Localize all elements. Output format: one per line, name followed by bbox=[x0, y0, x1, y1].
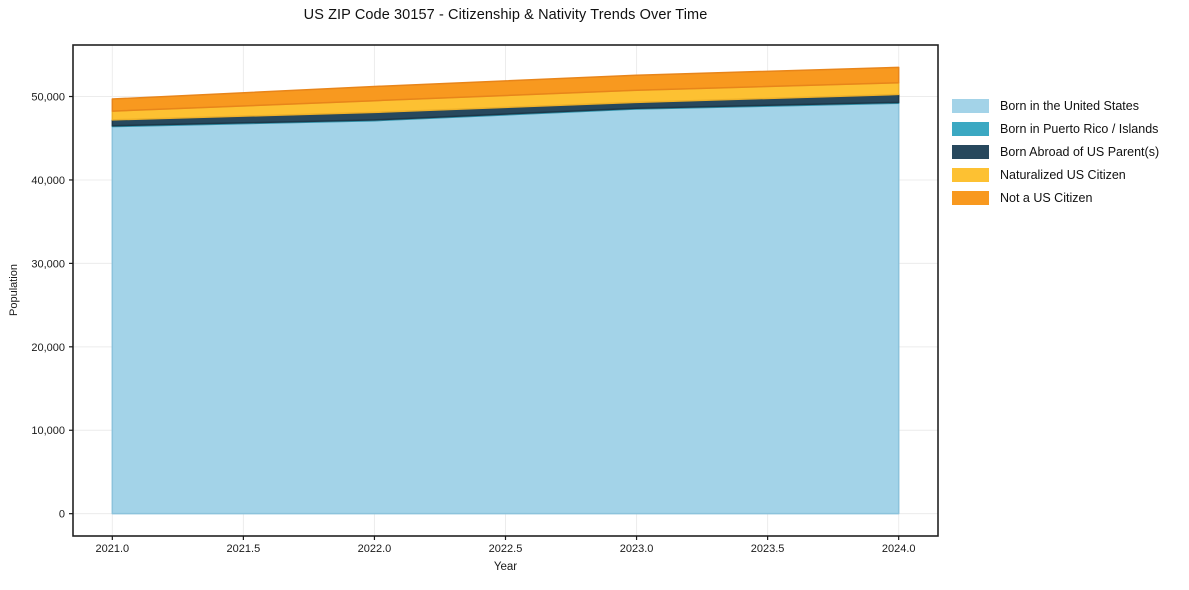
x-tick-label: 2021.5 bbox=[227, 543, 261, 555]
legend-item-born-abroad-of-us-parent-s: Born Abroad of US Parent(s) bbox=[952, 145, 1159, 159]
legend-swatch bbox=[952, 168, 989, 182]
legend-swatch bbox=[952, 99, 989, 113]
area-born-in-the-united-states bbox=[111, 102, 900, 515]
x-tick-label: 2022.0 bbox=[358, 543, 392, 555]
legend-swatch bbox=[952, 191, 989, 205]
y-tick-label: 50,000 bbox=[31, 92, 65, 104]
legend-label: Born in Puerto Rico / Islands bbox=[1000, 122, 1159, 136]
y-tick-label: 0 bbox=[59, 509, 65, 521]
legend-swatch bbox=[952, 122, 989, 136]
legend-label: Born in the United States bbox=[1000, 99, 1139, 113]
legend-item-not-a-us-citizen: Not a US Citizen bbox=[952, 191, 1159, 205]
legend: Born in the United States Born in Puerto … bbox=[952, 99, 1159, 214]
y-tick-label: 30,000 bbox=[31, 258, 65, 270]
y-tick-label: 10,000 bbox=[31, 425, 65, 437]
x-tick-label: 2021.0 bbox=[95, 543, 129, 555]
x-tick-label: 2023.5 bbox=[751, 543, 785, 555]
legend-item-naturalized-us-citizen: Naturalized US Citizen bbox=[952, 168, 1159, 182]
area-not-a-us-citizen bbox=[111, 66, 900, 112]
legend-item-born-in-the-united-states: Born in the United States bbox=[952, 99, 1159, 113]
x-tick-label: 2024.0 bbox=[882, 543, 916, 555]
y-axis-label: Population bbox=[8, 264, 20, 316]
legend-label: Born Abroad of US Parent(s) bbox=[1000, 145, 1160, 159]
y-tick-label: 40,000 bbox=[31, 175, 65, 187]
chart-title: US ZIP Code 30157 - Citizenship & Nativi… bbox=[303, 7, 708, 23]
legend-label: Naturalized US Citizen bbox=[1000, 168, 1126, 182]
legend-label: Not a US Citizen bbox=[1000, 191, 1093, 205]
x-tick-label: 2023.0 bbox=[620, 543, 654, 555]
x-tick-label: 2022.5 bbox=[489, 543, 523, 555]
legend-swatch bbox=[952, 145, 989, 159]
x-axis-label: Year bbox=[493, 561, 518, 573]
legend-item-born-in-puerto-rico-islands: Born in Puerto Rico / Islands bbox=[952, 122, 1159, 136]
y-tick-label: 20,000 bbox=[31, 342, 65, 354]
